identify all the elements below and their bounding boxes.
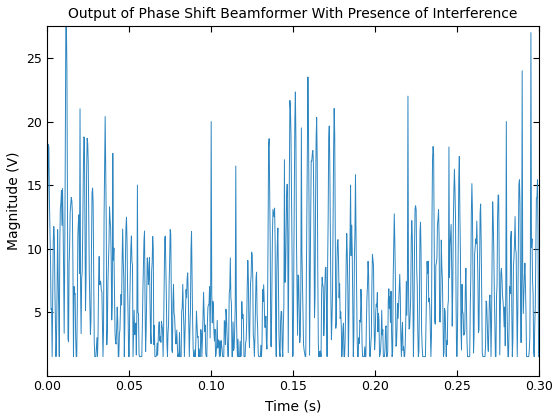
X-axis label: Time (s): Time (s) (265, 399, 321, 413)
Title: Output of Phase Shift Beamformer With Presence of Interference: Output of Phase Shift Beamformer With Pr… (68, 7, 518, 21)
Y-axis label: Magnitude (V): Magnitude (V) (7, 152, 21, 250)
